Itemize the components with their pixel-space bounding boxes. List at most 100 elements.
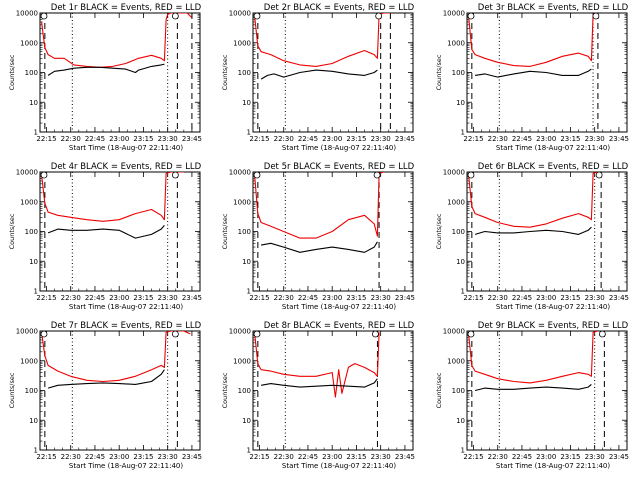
- x-tick-label: 23:30: [585, 453, 605, 461]
- x-tick-label: 23:30: [371, 294, 391, 302]
- x-tick-label: 23:45: [182, 453, 202, 461]
- saa-marker-icon: [253, 171, 261, 179]
- y-tick-label: 1000: [233, 198, 251, 206]
- x-tick-label: 22:30: [488, 453, 508, 461]
- x-tick-label: 22:15: [36, 453, 56, 461]
- y-tick-label: 1: [461, 129, 465, 137]
- y-axis-label: Counts/sec: [221, 54, 229, 90]
- x-tick-label: 22:45: [298, 453, 318, 461]
- y-tick-label: 10: [242, 99, 251, 107]
- y-tick-label: 1000: [20, 39, 38, 47]
- x-tick-label: 22:45: [512, 453, 532, 461]
- x-tick-label: 23:00: [536, 453, 556, 461]
- series-line-events: [260, 241, 378, 253]
- panel-title: Det 7r BLACK = Events, RED = LLD: [51, 321, 202, 331]
- y-tick-label: 100: [452, 69, 465, 77]
- x-tick-label: 22:45: [298, 135, 318, 143]
- x-tick-label: 23:45: [609, 135, 629, 143]
- x-tick-label: 22:45: [512, 135, 532, 143]
- detector-panel-3: Det 3r BLACK = Events, RED = LLD 1 10 100 10…: [435, 3, 629, 152]
- y-tick-label: 10000: [443, 328, 465, 336]
- series-line-events: [47, 63, 165, 76]
- y-tick-label: 10: [456, 258, 465, 266]
- series-line-lld: [468, 331, 599, 384]
- detector-panel-1: Det 1r BLACK = Events, RED = LLD 1 10 100 10…: [8, 3, 202, 152]
- saa-marker-icon: [375, 12, 383, 20]
- x-tick-label: 22:30: [274, 453, 294, 461]
- plot-frame: [466, 330, 628, 451]
- x-tick-label: 23:45: [182, 135, 202, 143]
- series-line-lld: [41, 13, 193, 68]
- series-line-events: [47, 225, 165, 239]
- detector-panel-4: Det 4r BLACK = Events, RED = LLD 1 10 100 10…: [8, 162, 202, 311]
- x-tick-label: 22:15: [249, 294, 269, 302]
- x-tick-label: 23:15: [133, 135, 153, 143]
- saa-marker-icon: [592, 12, 600, 20]
- x-axis-label: Start Time (18-Aug-07 22:11:40): [69, 144, 183, 152]
- detector-panel-7: Det 7r BLACK = Events, RED = LLD 1 10 100 10…: [8, 321, 202, 470]
- x-axis-label: Start Time (18-Aug-07 22:11:40): [282, 303, 396, 311]
- x-tick-label: 22:45: [85, 135, 105, 143]
- y-tick-label: 100: [25, 228, 38, 236]
- series-line-lld: [468, 172, 599, 228]
- y-axis-label: Counts/sec: [221, 213, 229, 249]
- y-tick-label: 1: [34, 288, 38, 296]
- y-tick-label: 100: [238, 228, 251, 236]
- y-tick-label: 1: [34, 129, 38, 137]
- y-tick-label: 1: [247, 129, 251, 137]
- x-tick-label: 22:15: [36, 135, 56, 143]
- series-line-events: [260, 69, 378, 80]
- x-tick-label: 22:30: [488, 294, 508, 302]
- y-tick-label: 10000: [443, 10, 465, 18]
- y-axis-label: Counts/sec: [435, 372, 443, 408]
- y-tick-label: 10000: [16, 10, 38, 18]
- y-tick-label: 10: [242, 258, 251, 266]
- x-tick-label: 22:30: [61, 294, 81, 302]
- x-axis-label: Start Time (18-Aug-07 22:11:40): [496, 462, 610, 470]
- y-tick-label: 10: [29, 417, 38, 425]
- x-tick-label: 23:30: [371, 135, 391, 143]
- y-tick-label: 10: [456, 99, 465, 107]
- y-tick-label: 10000: [229, 10, 251, 18]
- x-tick-label: 23:15: [346, 294, 366, 302]
- saa-marker-icon: [372, 330, 379, 338]
- x-tick-label: 23:15: [133, 294, 153, 302]
- x-tick-label: 23:00: [322, 135, 342, 143]
- panel-title: Det 9r BLACK = Events, RED = LLD: [478, 321, 629, 331]
- y-tick-label: 10000: [229, 328, 251, 336]
- y-tick-label: 1: [461, 447, 465, 455]
- y-tick-label: 10000: [16, 169, 38, 177]
- x-tick-label: 22:30: [61, 453, 81, 461]
- plot-frame: [466, 171, 628, 292]
- x-tick-label: 22:15: [463, 135, 483, 143]
- y-tick-label: 100: [25, 69, 38, 77]
- x-tick-label: 22:45: [85, 294, 105, 302]
- y-tick-label: 10: [456, 417, 465, 425]
- y-tick-label: 1000: [447, 357, 465, 365]
- detector-panel-6: Det 6r BLACK = Events, RED = LLD 1 10 100 10…: [435, 162, 629, 311]
- x-tick-label: 23:30: [585, 135, 605, 143]
- y-tick-label: 100: [238, 69, 251, 77]
- series-line-lld: [41, 172, 184, 222]
- plot-frame: [39, 171, 201, 292]
- saa-marker-icon: [171, 171, 179, 179]
- x-axis-label: Start Time (18-Aug-07 22:11:40): [282, 462, 396, 470]
- x-axis-label: Start Time (18-Aug-07 22:11:40): [496, 144, 610, 152]
- y-axis-label: Counts/sec: [8, 372, 16, 408]
- x-tick-label: 23:45: [395, 294, 415, 302]
- x-tick-label: 23:15: [133, 453, 153, 461]
- saa-marker-icon: [467, 330, 475, 338]
- series-line-events: [475, 68, 592, 78]
- y-tick-label: 1: [461, 288, 465, 296]
- x-tick-label: 23:15: [346, 135, 366, 143]
- x-tick-label: 23:15: [560, 294, 580, 302]
- x-axis-label: Start Time (18-Aug-07 22:11:40): [282, 144, 396, 152]
- series-line-lld: [468, 13, 599, 67]
- x-tick-label: 23:45: [182, 294, 202, 302]
- x-axis-label: Start Time (18-Aug-07 22:11:40): [69, 462, 183, 470]
- saa-marker-icon: [467, 12, 475, 20]
- y-tick-label: 1000: [447, 198, 465, 206]
- y-tick-label: 100: [238, 387, 251, 395]
